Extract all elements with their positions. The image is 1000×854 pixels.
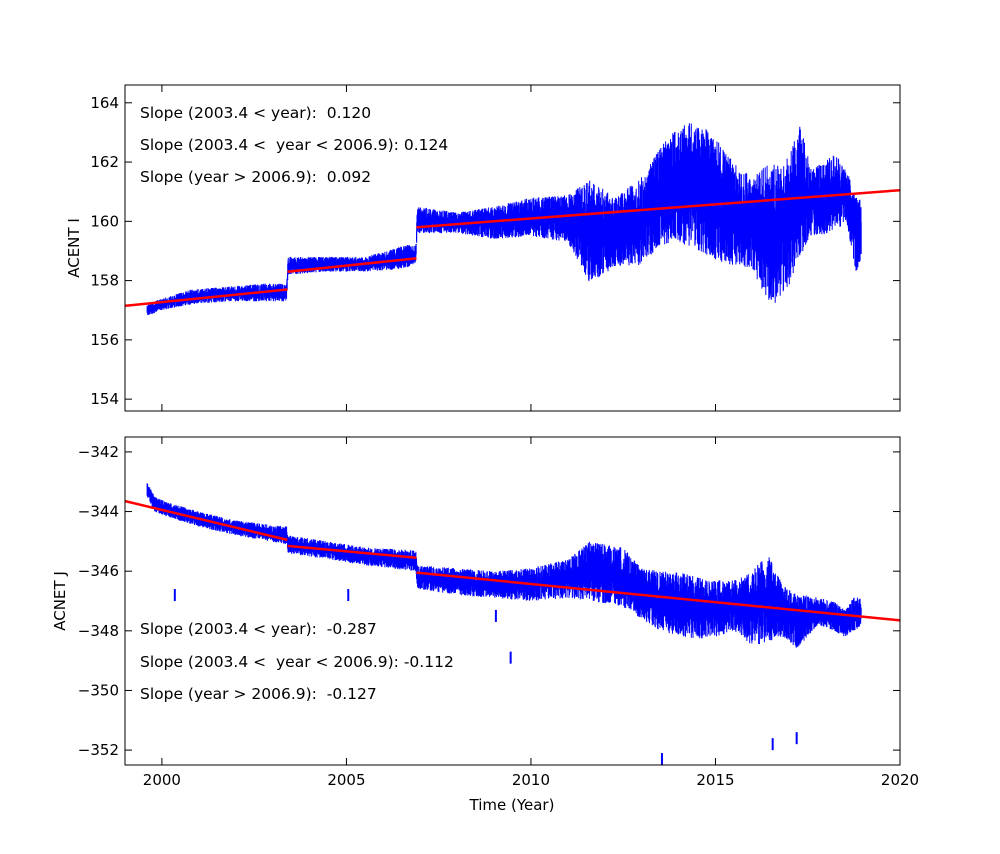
x-axis-label: Time (Year) [469, 796, 555, 814]
slope-annotation-3: Slope (year > 2006.9): 0.092 [140, 168, 371, 186]
slope-annotation-1: Slope (2003.4 < year): 0.120 [140, 104, 371, 122]
data-series-acent-i [146, 123, 862, 315]
y-tick-label: −352 [78, 741, 119, 759]
plot-frame [124, 436, 901, 766]
y-tick-label: −350 [78, 681, 119, 699]
axis-ticks: −342 −344 −346 −348 −350 −352 2000 2005 2010 2015… [78, 437, 919, 789]
fit-lines-acnet-j [124, 499, 901, 622]
plot-frame [124, 84, 901, 412]
x-tick-label: 2015 [696, 771, 734, 789]
y-tick-label: 164 [90, 94, 119, 112]
y-axis-label: ACENT I [65, 218, 83, 278]
fit-line-segment-1 [124, 288, 288, 308]
y-tick-label: 154 [90, 390, 119, 408]
y-tick-label: 162 [90, 153, 119, 171]
y-tick-label: −346 [78, 562, 119, 580]
plot-acnet-j: −342 −344 −346 −348 −350 −352 2000 2005 2010 2015… [51, 436, 919, 814]
slope-annotation-2: Slope (2003.4 < year < 2006.9): 0.124 [140, 136, 448, 154]
fit-line-segment-2 [287, 257, 417, 273]
x-tick-label: 2000 [143, 771, 181, 789]
data-series-path [146, 123, 862, 315]
fit-line-segment-2 [287, 544, 417, 560]
slope-annotation-2: Slope (2003.4 < year < 2006.9): -0.112 [140, 653, 454, 671]
x-tick-label: 2005 [327, 771, 365, 789]
y-tick-label: 160 [90, 212, 119, 230]
fit-line-segment-3 [416, 188, 901, 229]
fit-lines-acent-i [124, 188, 901, 308]
fit-line-segment-1 [124, 499, 288, 542]
slope-annotation-1: Slope (2003.4 < year): -0.287 [140, 620, 377, 638]
slope-annotation-3: Slope (year > 2006.9): -0.127 [140, 685, 377, 703]
axis-ticks: 154 156 158 160 162 164 [90, 85, 901, 411]
x-tick-label: 2020 [881, 771, 919, 789]
y-tick-label: −344 [78, 503, 119, 521]
y-tick-label: −342 [78, 443, 119, 461]
plot-acent-i: 154 156 158 160 162 164 ACENT I Slope (2003.4… [65, 84, 901, 412]
y-tick-label: −348 [78, 622, 119, 640]
fit-line-segment-3 [416, 571, 901, 622]
y-axis-label: ACNET J [51, 571, 69, 631]
y-tick-label: 158 [90, 272, 119, 290]
y-tick-label: 156 [90, 331, 119, 349]
x-tick-label: 2010 [512, 771, 550, 789]
